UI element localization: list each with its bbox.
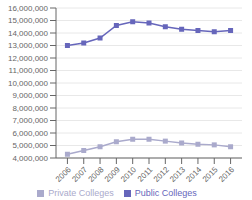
svg-text:8,000,000: 8,000,000: [12, 104, 48, 113]
svg-text:2013: 2013: [168, 165, 187, 184]
svg-text:4,000,000: 4,000,000: [12, 154, 48, 163]
svg-text:14,000,000: 14,000,000: [8, 29, 49, 38]
svg-text:6,000,000: 6,000,000: [12, 129, 48, 138]
svg-text:5,000,000: 5,000,000: [12, 141, 48, 150]
svg-text:2008: 2008: [87, 165, 106, 184]
svg-text:2011: 2011: [136, 165, 155, 184]
svg-text:16,000,000: 16,000,000: [8, 4, 49, 13]
html-text:Private Colleges: Private Colleges: [48, 188, 114, 198]
html-text:Public Colleges: Public Colleges: [134, 188, 197, 198]
svg-text:13,000,000: 13,000,000: [8, 41, 49, 50]
svg-text:9,000,000: 9,000,000: [12, 91, 48, 100]
svg-text:2015: 2015: [201, 165, 220, 184]
svg-text:2006: 2006: [54, 165, 73, 184]
svg-text:2012: 2012: [152, 165, 171, 184]
svg-text:2007: 2007: [70, 165, 89, 184]
svg-text:2016: 2016: [217, 165, 236, 184]
svg-text:2014: 2014: [184, 165, 203, 184]
svg-text:10,000,000: 10,000,000: [8, 79, 49, 88]
svg-text:12,000,000: 12,000,000: [8, 54, 49, 63]
svg-text:7,000,000: 7,000,000: [12, 116, 48, 125]
svg-text:11,000,000: 11,000,000: [9, 66, 49, 75]
svg-text:15,000,000: 15,000,000: [8, 16, 49, 25]
svg-text:2009: 2009: [103, 165, 122, 184]
svg-text:2010: 2010: [119, 165, 138, 184]
